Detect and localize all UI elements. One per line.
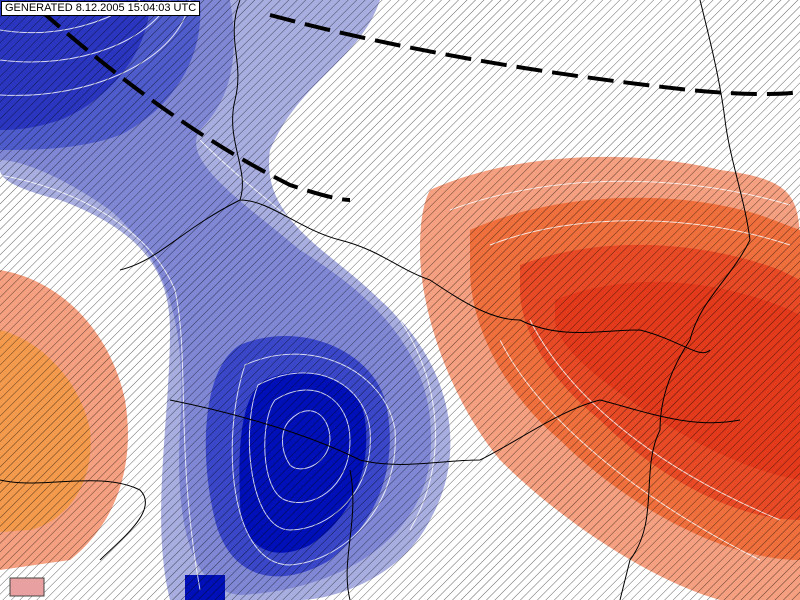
borders <box>0 0 751 600</box>
legend-icon <box>9 577 45 597</box>
front-line <box>38 8 351 202</box>
generated-stamp: GENERATED 8.12.2005 15:04:03 UTC <box>1 1 201 16</box>
front-line <box>269 13 800 97</box>
